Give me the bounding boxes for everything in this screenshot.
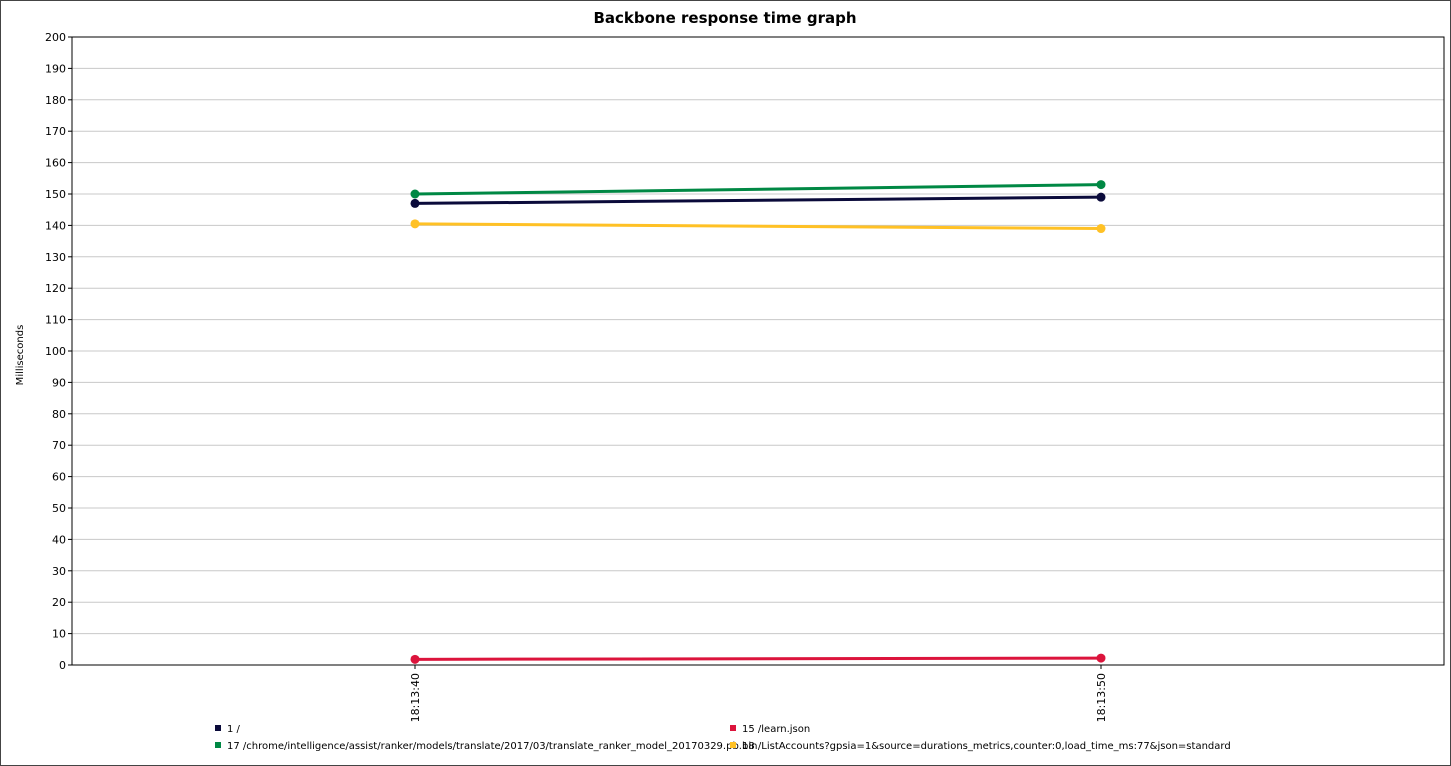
y-tick-label: 200 (45, 31, 66, 44)
y-tick-label: 20 (52, 596, 66, 609)
y-axis-ticks: 0 10 20 30 40 50 60 70 80 90 100 110 120 130 140 150 160… (45, 31, 72, 672)
legend-label: 17 /chrome/intelligence/assist/ranker/mo… (227, 741, 757, 752)
data-point (410, 198, 420, 208)
legend-label: 18 /ListAccounts?gpsia=1&source=duration… (742, 741, 1231, 752)
data-point (410, 219, 420, 229)
y-tick-label: 130 (45, 251, 66, 264)
y-tick-label: 30 (52, 565, 66, 578)
y-tick-label: 70 (52, 439, 66, 452)
y-tick-label: 90 (52, 376, 66, 389)
legend-swatch (215, 725, 221, 731)
series-line (414, 183, 1102, 196)
y-tick-label: 60 (52, 471, 66, 484)
data-point (410, 189, 420, 199)
data-point (1096, 224, 1106, 234)
y-tick-label: 190 (45, 62, 66, 75)
y-tick-label: 120 (45, 282, 66, 295)
legend-swatch (730, 742, 736, 748)
series-line (414, 656, 1102, 661)
y-tick-label: 150 (45, 188, 66, 201)
legend-label: 1 / (227, 724, 241, 735)
y-tick-label: 160 (45, 157, 66, 170)
legend-label: 15 /learn.json (742, 724, 810, 735)
y-tick-label: 40 (52, 533, 66, 546)
legend-swatch (730, 725, 736, 731)
y-tick-label: 180 (45, 94, 66, 107)
data-point (1096, 192, 1106, 202)
legend: 1 / 15 /learn.json 17 /chrome/intelligence… (215, 724, 1231, 752)
y-tick-label: 100 (45, 345, 66, 358)
legend-swatch (215, 742, 221, 748)
y-tick-label: 140 (45, 219, 66, 232)
x-tick-label: 18:13:50 (1095, 673, 1108, 722)
chart-title: Backbone response time graph (593, 9, 856, 27)
data-point (1096, 653, 1106, 663)
x-tick-label: 18:13:40 (409, 673, 422, 722)
y-tick-label: 0 (59, 659, 66, 672)
y-tick-label: 80 (52, 408, 66, 421)
data-point (1096, 180, 1106, 190)
series-line (414, 195, 1102, 205)
y-tick-label: 10 (52, 628, 66, 641)
series-lines (410, 180, 1106, 664)
y-tick-label: 50 (52, 502, 66, 515)
y-tick-label: 110 (45, 314, 66, 327)
x-axis-ticks: 18:13:40 18:13:50 (409, 665, 1108, 722)
data-point (410, 654, 420, 664)
grid-lines (72, 67, 1444, 635)
series-line (414, 222, 1102, 231)
y-tick-label: 170 (45, 125, 66, 138)
y-axis-label: Milliseconds (15, 325, 26, 386)
